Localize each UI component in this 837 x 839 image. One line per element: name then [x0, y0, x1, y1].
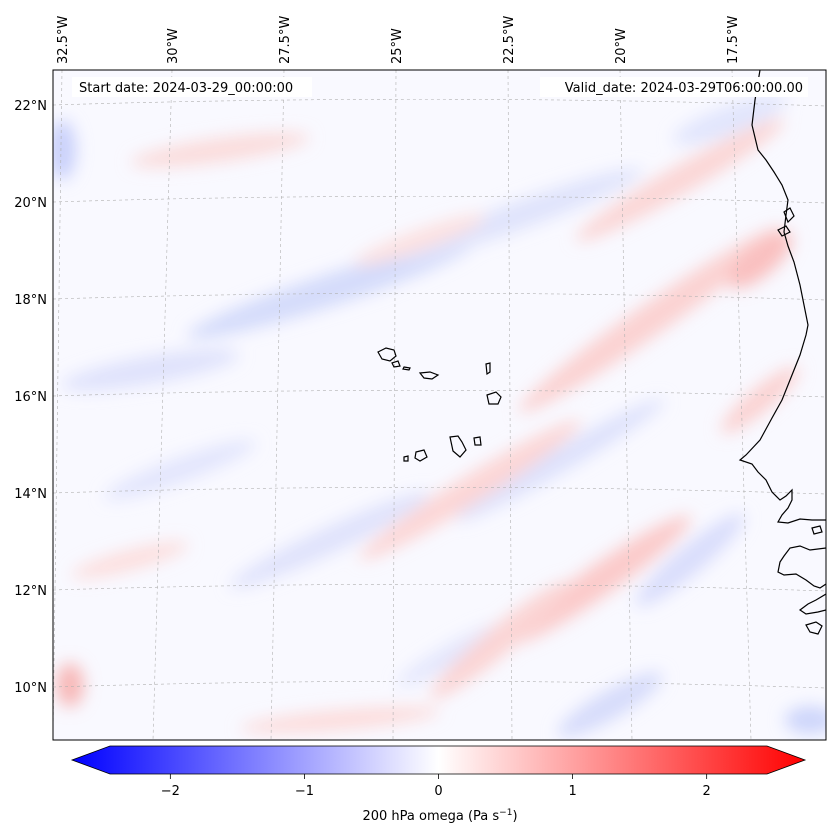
lon-label-20w: 20°W — [614, 28, 629, 64]
colorbar-tick-label: 1 — [568, 784, 576, 799]
island-boa-vista — [486, 391, 502, 405]
colorbar-tick-label: 0 — [434, 784, 442, 799]
lat-label-18n: 18°N — [14, 293, 47, 308]
start-date-box — [72, 77, 312, 97]
island-sal — [485, 362, 491, 376]
island-santiago — [449, 435, 467, 458]
colorbar-label: 200 hPa omega (Pa s−1) — [362, 808, 517, 824]
island-maio — [473, 436, 482, 446]
coast-guinea-bissau — [777, 545, 826, 589]
colorbar-label-exponent: −1 — [499, 808, 512, 818]
valid-date-label: Valid_date: 2024-03-29T06:00:00.00 — [565, 81, 803, 96]
omega-field — [53, 70, 826, 740]
colorbar: −2 −1 0 1 2 200 hPa omega (Pa s−1) — [70, 745, 807, 824]
island-brava — [403, 455, 409, 462]
west-africa-coastline — [738, 70, 826, 635]
colorbar-ticks: −2 −1 0 1 2 — [161, 774, 711, 799]
lon-label-27-5w: 27.5°W — [278, 16, 293, 64]
bijagos-islands — [805, 621, 823, 635]
island-santa-luzia — [402, 366, 411, 371]
island-sao-nicolau — [418, 371, 440, 380]
cape-verde-islands — [377, 347, 502, 462]
lon-label-25w: 25°W — [390, 28, 405, 64]
start-date-label: Start date: 2024-03-29_00:00:00 — [79, 81, 293, 96]
lat-label-16n: 16°N — [14, 390, 47, 405]
lon-label-22-5w: 22.5°W — [502, 16, 517, 64]
lat-label-12n: 12°N — [14, 584, 47, 599]
lon-label-30w: 30°W — [166, 28, 181, 64]
field-blobs — [53, 95, 826, 738]
lat-label-10n: 10°N — [14, 681, 47, 696]
longitude-labels: 32.5°W 30°W 27.5°W 25°W 22.5°W 20°W 17.5… — [56, 16, 741, 64]
lon-label-17-5w: 17.5°W — [726, 16, 741, 64]
coast-mainland — [738, 70, 826, 524]
lat-label-20n: 20°N — [14, 196, 47, 211]
map-frame — [52, 69, 827, 741]
colorbar-tick-label: 2 — [703, 784, 711, 799]
valid-date-box — [540, 77, 808, 97]
banc-arguin — [777, 225, 791, 237]
gridlines — [53, 70, 826, 740]
colorbar-tick-label: −1 — [295, 784, 314, 799]
colorbar-bar — [70, 745, 807, 775]
island-santo-antao — [377, 347, 397, 362]
colorbar-label-main: 200 hPa omega (Pa s — [362, 809, 499, 824]
island-fogo — [414, 449, 428, 462]
colorbar-tick-label: −2 — [161, 784, 180, 799]
coast-guinea — [798, 593, 826, 615]
colorbar-label-close: ) — [512, 809, 517, 824]
lat-label-14n: 14°N — [14, 487, 47, 502]
coast-islet — [811, 525, 823, 535]
cap-blanc — [783, 207, 795, 224]
lat-label-22n: 22°N — [14, 99, 47, 114]
lon-label-32-5w: 32.5°W — [56, 16, 71, 64]
island-sao-vicente — [391, 360, 401, 368]
latitude-labels: 22°N 20°N 18°N 16°N 14°N 12°N 10°N — [14, 99, 47, 696]
